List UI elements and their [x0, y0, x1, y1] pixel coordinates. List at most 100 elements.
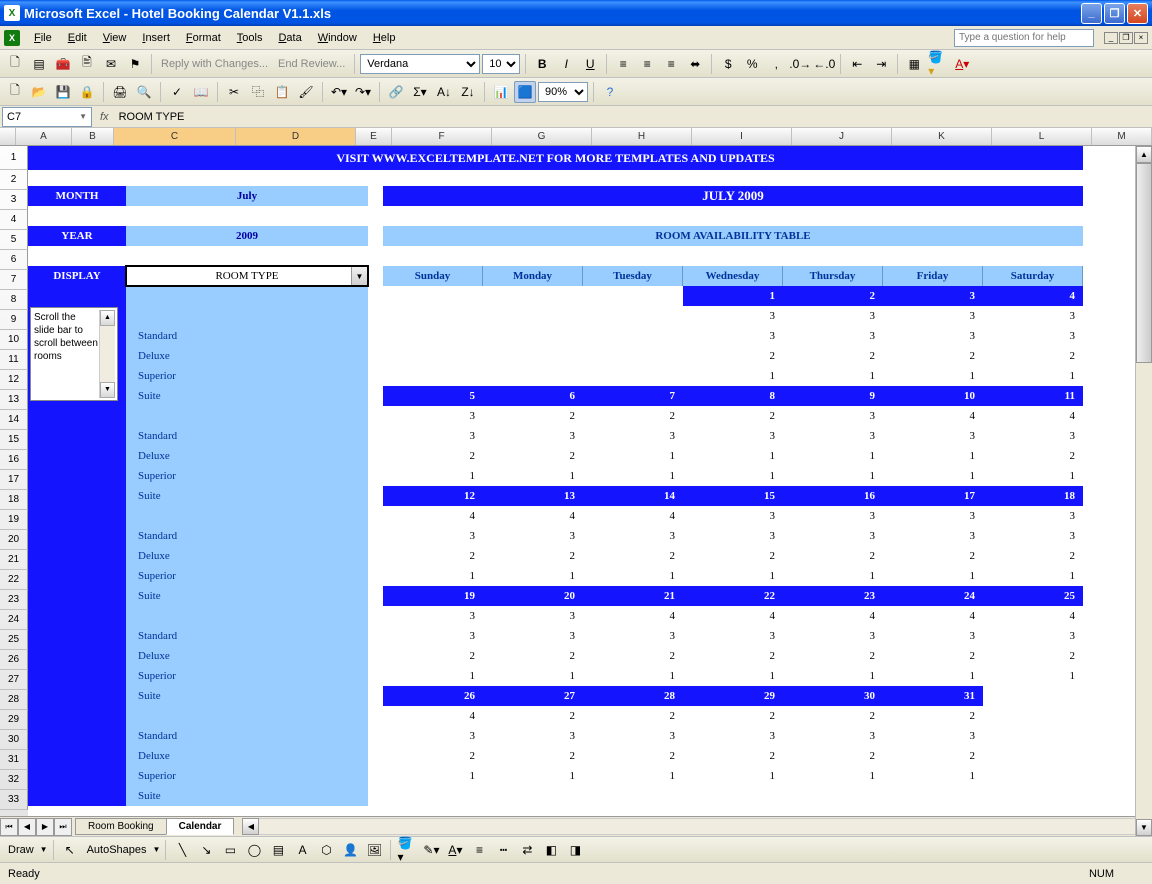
col-header-C[interactable]: C: [114, 128, 236, 145]
row-header-26[interactable]: 26: [0, 650, 28, 670]
row-header-24[interactable]: 24: [0, 610, 28, 630]
save-button[interactable]: 💾: [52, 81, 74, 103]
mail-icon[interactable]: ✉: [100, 53, 122, 75]
permission-button[interactable]: 🔒: [76, 81, 98, 103]
wb-close-button[interactable]: ×: [1134, 32, 1148, 44]
italic-button[interactable]: I: [555, 53, 577, 75]
align-left-button[interactable]: ≡: [612, 53, 634, 75]
col-header-D[interactable]: D: [236, 128, 356, 145]
comma-button[interactable]: ,: [765, 53, 787, 75]
fill-color-draw-icon[interactable]: 🪣▾: [396, 839, 418, 861]
clipart-icon[interactable]: 👤: [339, 839, 361, 861]
line-icon[interactable]: ╲: [171, 839, 193, 861]
rectangle-icon[interactable]: ▭: [219, 839, 241, 861]
decrease-indent-button[interactable]: ⇤: [846, 53, 868, 75]
fill-color-button[interactable]: 🪣▾: [927, 53, 949, 75]
wb-minimize-button[interactable]: _: [1104, 32, 1118, 44]
col-header-G[interactable]: G: [492, 128, 592, 145]
sheet-tab-room-booking[interactable]: Room Booking: [75, 818, 167, 835]
hscroll-track[interactable]: [259, 818, 1135, 835]
row-header-33[interactable]: 33: [0, 790, 28, 810]
col-header-F[interactable]: F: [392, 128, 492, 145]
font-size-select[interactable]: 10: [482, 54, 520, 74]
increase-decimal-button[interactable]: .0→: [789, 53, 811, 75]
row-header-4[interactable]: 4: [0, 210, 28, 230]
menu-edit[interactable]: Edit: [60, 29, 95, 47]
col-header-H[interactable]: H: [592, 128, 692, 145]
sort-desc-button[interactable]: Z↓: [457, 81, 479, 103]
research-button[interactable]: 📖: [190, 81, 212, 103]
vertical-scrollbar[interactable]: ▲ ▼: [1135, 146, 1152, 816]
diagram-icon[interactable]: ⬡: [315, 839, 337, 861]
print-preview-button[interactable]: 🔍: [133, 81, 155, 103]
col-header-I[interactable]: I: [692, 128, 792, 145]
format-painter-button[interactable]: 🖌: [295, 81, 317, 103]
undo-button[interactable]: ↶▾: [328, 81, 350, 103]
tab-nav-1[interactable]: ◀: [18, 818, 36, 836]
col-header-A[interactable]: A: [16, 128, 72, 145]
col-header-L[interactable]: L: [992, 128, 1092, 145]
vscroll-up-icon[interactable]: ▲: [1136, 146, 1152, 163]
room-scroll-bar[interactable]: ▲ ▼: [99, 310, 115, 398]
col-header-K[interactable]: K: [892, 128, 992, 145]
horizontal-scrollbar[interactable]: ◀ ▶: [242, 818, 1152, 835]
picture-icon[interactable]: 🖼: [363, 839, 385, 861]
name-box[interactable]: C7 ▼: [2, 107, 92, 127]
spelling-button[interactable]: ✓: [166, 81, 188, 103]
col-header-B[interactable]: B: [72, 128, 114, 145]
borders-button[interactable]: ▦: [903, 53, 925, 75]
chart-wizard-button[interactable]: 📊: [490, 81, 512, 103]
excel-doc-icon[interactable]: X: [4, 30, 20, 46]
row-header-9[interactable]: 9: [0, 310, 28, 330]
row-header-12[interactable]: 12: [0, 370, 28, 390]
autoshapes-menu[interactable]: AutoShapes: [83, 844, 151, 856]
toolbox-icon[interactable]: 🧰: [52, 53, 74, 75]
menu-insert[interactable]: Insert: [134, 29, 178, 47]
col-header-J[interactable]: J: [792, 128, 892, 145]
row-header-3[interactable]: 3: [0, 190, 28, 210]
help-button[interactable]: ?: [599, 81, 621, 103]
paste-button[interactable]: 📋: [271, 81, 293, 103]
new-workbook-icon[interactable]: 🗋: [4, 53, 26, 75]
row-header-13[interactable]: 13: [0, 390, 28, 410]
cut-button[interactable]: ✂: [223, 81, 245, 103]
vscroll-thumb[interactable]: [1136, 163, 1152, 363]
currency-button[interactable]: $: [717, 53, 739, 75]
scroll-up-icon[interactable]: ▲: [100, 310, 115, 326]
underline-button[interactable]: U: [579, 53, 601, 75]
menu-view[interactable]: View: [95, 29, 135, 47]
row-header-29[interactable]: 29: [0, 710, 28, 730]
display-dropdown[interactable]: ROOM TYPE ▼: [126, 266, 368, 286]
copy-button[interactable]: ⿻: [247, 81, 269, 103]
views-icon[interactable]: ▤: [28, 53, 50, 75]
row-header-8[interactable]: 8: [0, 290, 28, 310]
print-button[interactable]: 🖨: [109, 81, 131, 103]
menu-data[interactable]: Data: [270, 29, 309, 47]
help-search-input[interactable]: [954, 29, 1094, 47]
wordart-icon[interactable]: A: [291, 839, 313, 861]
row-header-6[interactable]: 6: [0, 250, 28, 270]
draw-menu[interactable]: Draw: [4, 844, 38, 856]
row-header-14[interactable]: 14: [0, 410, 28, 430]
menu-file[interactable]: File: [26, 29, 60, 47]
drawing-toggle-button[interactable]: 🟦: [514, 81, 536, 103]
sheet-tab-calendar[interactable]: Calendar: [166, 818, 235, 835]
merge-center-button[interactable]: ⬌: [684, 53, 706, 75]
row-header-20[interactable]: 20: [0, 530, 28, 550]
row-header-18[interactable]: 18: [0, 490, 28, 510]
row-header-28[interactable]: 28: [0, 690, 28, 710]
col-header-M[interactable]: M: [1092, 128, 1152, 145]
menu-help[interactable]: Help: [365, 29, 404, 47]
minimize-button[interactable]: _: [1081, 3, 1102, 24]
flag-icon[interactable]: ⚑: [124, 53, 146, 75]
row-header-7[interactable]: 7: [0, 270, 28, 290]
row-header-21[interactable]: 21: [0, 550, 28, 570]
reply-changes-button[interactable]: Reply with Changes...: [157, 58, 272, 70]
dropdown-arrow-icon[interactable]: ▼: [351, 267, 367, 285]
menu-tools[interactable]: Tools: [229, 29, 271, 47]
align-right-button[interactable]: ≡: [660, 53, 682, 75]
open-button[interactable]: 📂: [28, 81, 50, 103]
year-value[interactable]: 2009: [126, 226, 368, 246]
row-header-2[interactable]: 2: [0, 170, 28, 190]
oval-icon[interactable]: ◯: [243, 839, 265, 861]
